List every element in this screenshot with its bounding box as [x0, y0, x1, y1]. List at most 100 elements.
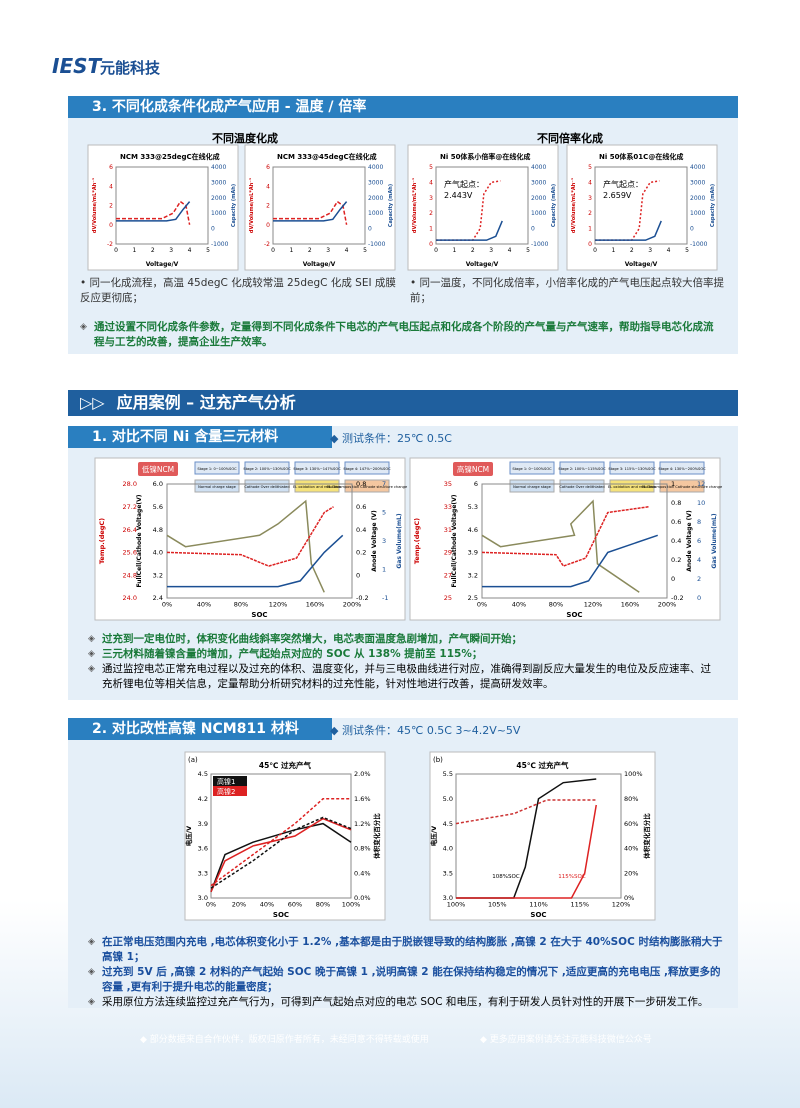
axis-label: Anode Voltage (V): [686, 510, 693, 572]
y-tick-label: 2.0%: [354, 770, 371, 778]
x-tick-label: 110%: [529, 901, 548, 909]
axis-label: FullCell/Cathode Voltage(V): [136, 494, 143, 587]
x-tick-label: 2: [308, 247, 312, 254]
y-tick-label: 4000: [211, 164, 226, 171]
section-title: 3. 不同化成条件化成产气应用 - 温度 / 倍率: [68, 96, 738, 118]
y-tick-label: 2.4: [153, 594, 163, 602]
x-tick-label: 0: [434, 247, 438, 254]
axis-label: dV/Volume/mL*Ah⁻¹: [571, 178, 577, 233]
y-tick-label: 4.6: [468, 526, 478, 534]
y-tick-label: 25: [444, 594, 452, 602]
curve: [456, 804, 597, 899]
x-axis-label: SOC: [251, 611, 267, 619]
y-tick-label: 2.5: [468, 594, 478, 602]
x-tick-label: 40%: [260, 901, 274, 909]
x-tick-label: 80%: [234, 601, 248, 609]
x-tick-label: 5: [206, 247, 210, 254]
curve: [482, 534, 658, 588]
y-tick-label: 20%: [624, 869, 638, 877]
y-tick-label: 24.8: [123, 571, 137, 579]
x-tick-label: 160%: [621, 601, 640, 609]
legend-label: 高镍1: [217, 777, 235, 786]
axis-label: Temp.(degC): [98, 518, 106, 564]
y-tick-label: 27: [444, 571, 452, 579]
stage-box: [659, 461, 705, 475]
y-tick-label: 5: [382, 509, 386, 517]
logo: IEST: [52, 54, 102, 78]
stage-box: [194, 461, 240, 475]
y-tick-label: 3.0: [443, 894, 453, 902]
y-tick-label: 3: [588, 195, 592, 202]
y-tick-label: 4000: [531, 164, 546, 171]
process: Normal charge stage: [513, 485, 551, 489]
axis-label: dV/Volume/mL*Ah⁻¹: [92, 178, 98, 233]
y-tick-label: 4: [697, 556, 701, 564]
x-tick-label: 2: [630, 247, 634, 254]
y-tick-label: 2: [588, 210, 592, 217]
y-tick-label: 3: [429, 195, 433, 202]
x-tick-label: 3: [169, 247, 173, 254]
y-tick-label: 0: [690, 226, 694, 233]
y-tick-label: 3000: [690, 179, 705, 186]
process: Cathode Over delithiated: [244, 485, 289, 489]
chart-label: (a): [188, 756, 198, 764]
y-tick-label: 4.8: [153, 526, 163, 534]
bullet: 过充到一定电位时，体积变化曲线斜率突然增大，电芯表面温度急剧增加，产气瞬间开始；: [88, 632, 718, 647]
x-tick-label: 3: [326, 247, 330, 254]
x-tick-label: 5: [685, 247, 689, 254]
axis-label: Temp.(degC): [413, 518, 421, 564]
x-tick-label: 1: [611, 247, 615, 254]
x-axis-label: Voltage/V: [625, 261, 658, 268]
x-tick-label: 100%: [447, 901, 466, 909]
process: EL oxidation and reduction: [608, 485, 656, 489]
banner-icon: ▷▷: [80, 393, 105, 412]
y-tick-label: 1000: [211, 210, 226, 217]
process: Normal charge stage: [198, 485, 236, 489]
x-tick-label: 200%: [658, 601, 677, 609]
bullet: 三元材料随着镍含量的增加，产气起始点对应的 SOC 从 138% 提前至 115…: [88, 647, 718, 662]
process-box: [344, 479, 390, 493]
y-tick-label: 5: [588, 164, 592, 171]
stage: Stage 1: 0~100%SOC: [512, 467, 552, 471]
chart-title: 45℃ 过充产气: [516, 760, 569, 770]
y-tick-label: -0.2: [356, 594, 369, 602]
y-tick-label: 1: [671, 480, 675, 488]
y-tick-label: 0.8: [356, 480, 366, 488]
axis-label: FullCell/Cathode Voltage(V): [451, 494, 458, 587]
y-tick-label: 5.3: [468, 503, 478, 511]
chart-title: NCM 333@25degC在线化成: [120, 152, 220, 161]
plot-area: [166, 483, 353, 599]
plot-area: [435, 166, 529, 245]
x-tick-label: 4: [508, 247, 512, 254]
note-text: 同一温度，不同化成倍率，小倍率化成的产气电压起点较大倍率提前；: [410, 277, 725, 304]
y-tick-label: 2: [429, 210, 433, 217]
chart-frame: [566, 144, 718, 271]
axis-label: Anode Voltage (V): [371, 510, 378, 572]
y-tick-label: 25.6: [123, 549, 137, 557]
y-tick-label: 2000: [690, 195, 705, 202]
y-tick-label: 1: [382, 566, 386, 574]
legend-label: 高镍2: [217, 787, 235, 796]
x-tick-label: 160%: [306, 601, 325, 609]
curve: [595, 220, 662, 241]
chart-label-bg: [138, 462, 178, 476]
y-tick-label: 26.4: [123, 526, 137, 534]
curve: [166, 499, 325, 593]
y-tick-label: -2: [107, 241, 113, 248]
curve: [455, 799, 597, 825]
chart-frame: [244, 144, 396, 271]
chart-frame: [87, 144, 239, 271]
note-text: 同一化成流程，高温 45degC 化成较常温 25degC 化成 SEI 成膜反…: [80, 277, 396, 304]
process-box: [509, 479, 555, 493]
y-tick-label: 0.8: [671, 499, 681, 507]
y-tick-label: 5.5: [443, 770, 453, 778]
y-tick-label: 27.2: [123, 503, 137, 511]
condition-text: 测试条件：45℃ 0.5C 3~4.2V~5V: [341, 724, 521, 737]
x-tick-label: 4: [345, 247, 349, 254]
stage: Stage 2: 100%~115%SOC: [558, 467, 606, 471]
y-tick-label: 1000: [531, 210, 546, 217]
y-tick-label: 6: [109, 164, 113, 171]
y-tick-label: 2: [109, 203, 113, 210]
